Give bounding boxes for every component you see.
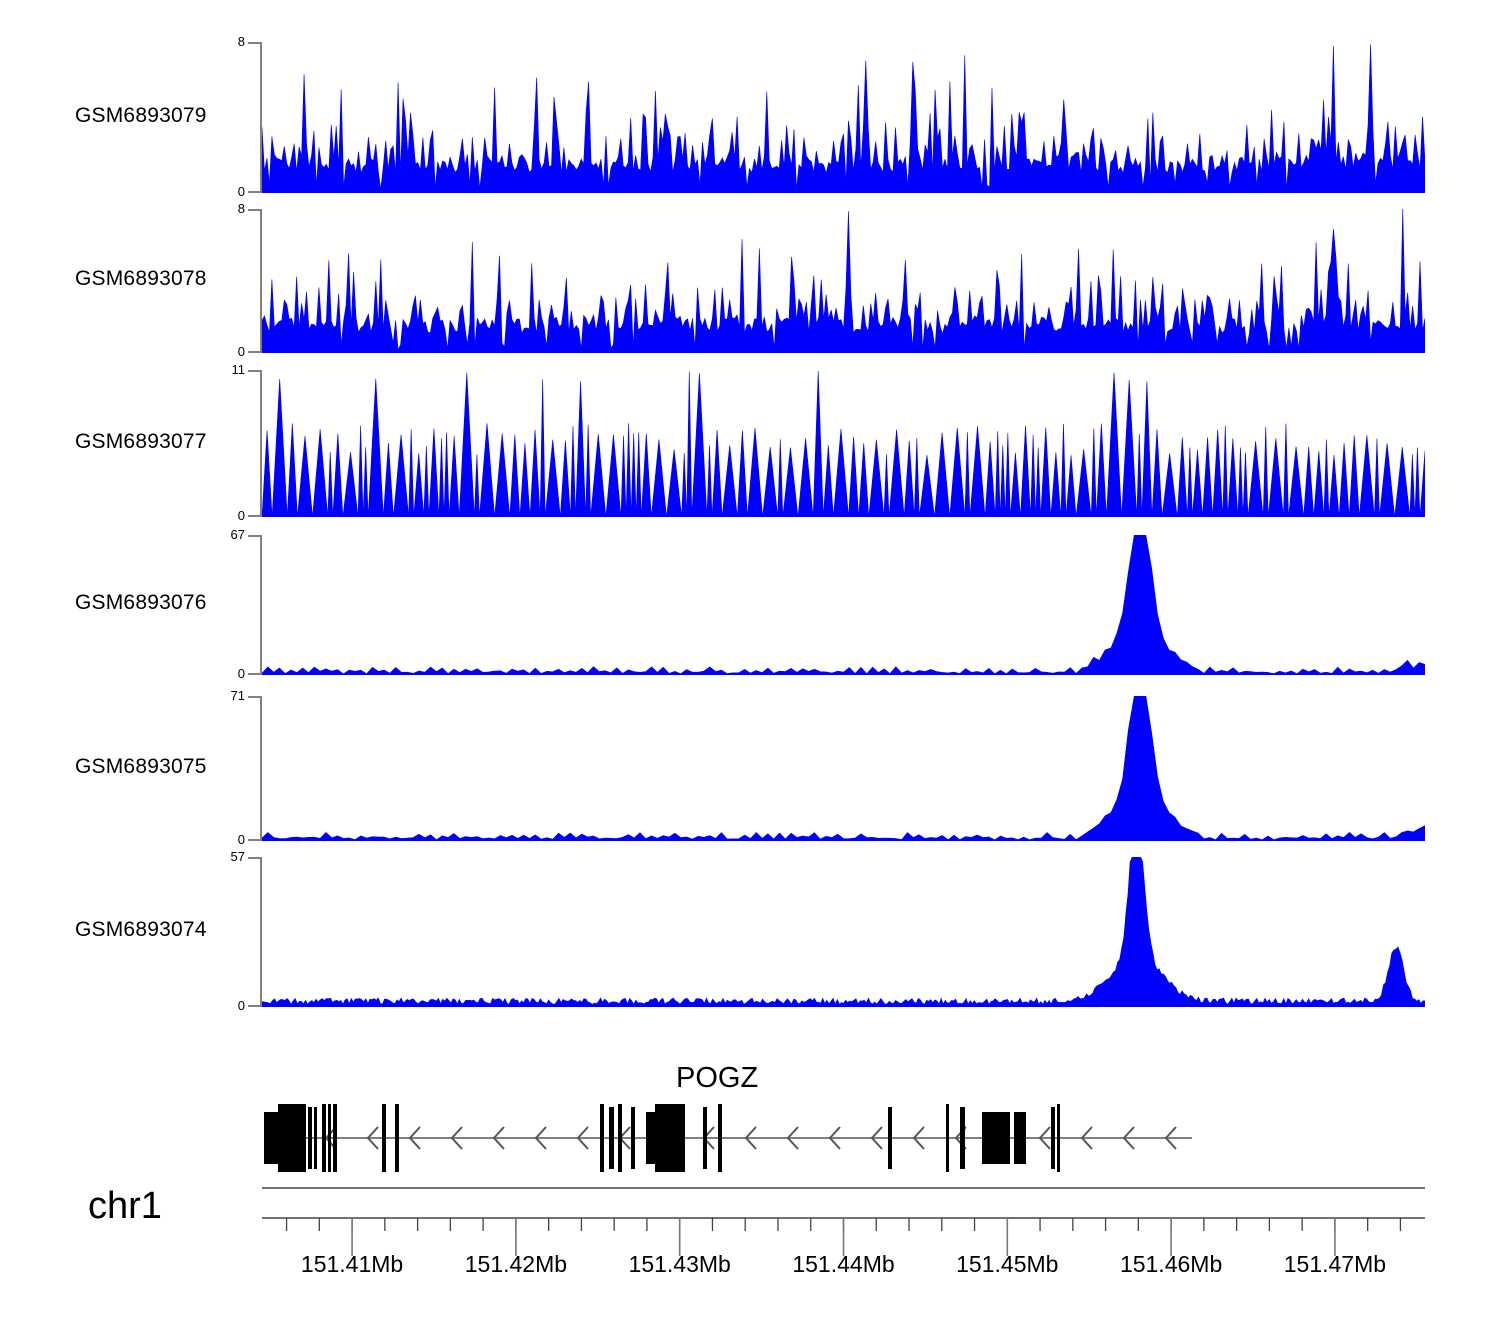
axis-tick-label: 151.44Mb [792, 1251, 894, 1277]
y-axis-top-tick [248, 42, 260, 44]
y-axis-spine [260, 370, 262, 517]
chromosome-label: chr1 [88, 1185, 162, 1227]
signal-track-gsm6893075[interactable]: GSM6893075 71 0 [0, 688, 1500, 847]
track-signal-plot[interactable] [262, 42, 1425, 193]
y-axis-bottom-tick [248, 1005, 260, 1007]
y-axis-spine [260, 696, 262, 841]
y-axis-min-label: 0 [237, 832, 245, 847]
track-signal-plot[interactable] [262, 370, 1425, 517]
y-axis-max-label: 11 [231, 362, 246, 377]
y-axis-max-label: 67 [230, 527, 245, 542]
track-label: GSM6893077 [75, 429, 207, 453]
signal-track-gsm6893076[interactable]: GSM6893076 67 0 [0, 527, 1500, 681]
y-axis-bottom-tick [248, 351, 260, 353]
track-label: GSM6893075 [75, 754, 207, 778]
gene-label-pogz: POGZ [676, 1062, 759, 1094]
y-axis-top-tick [248, 857, 260, 859]
y-axis-top-tick [248, 696, 260, 698]
signal-track-gsm6893074[interactable]: GSM6893074 57 0 [0, 849, 1500, 1013]
track-signal-plot[interactable] [262, 857, 1425, 1007]
y-axis-spine [260, 857, 262, 1007]
y-axis-max-label: 8 [237, 34, 245, 49]
genomic-coordinate-axis[interactable]: 151.41Mb 151.42Mb 151.43Mb 151.44Mb 151.45Mb… [262, 1186, 1425, 1296]
axis-tick-label: 151.41Mb [301, 1251, 403, 1277]
y-axis-min-label: 0 [237, 998, 245, 1013]
track-signal-plot[interactable] [262, 209, 1425, 353]
axis-tick-label: 151.43Mb [629, 1251, 731, 1277]
signal-track-gsm6893077[interactable]: GSM6893077 11 0 [0, 362, 1500, 523]
y-axis-bottom-tick [248, 515, 260, 517]
signal-track-gsm6893078[interactable]: GSM6893078 8 0 [0, 201, 1500, 359]
track-label: GSM6893079 [75, 103, 207, 127]
y-axis-spine [260, 535, 262, 675]
gene-model-track[interactable] [262, 1090, 1425, 1175]
y-axis-min-label: 0 [237, 666, 245, 681]
y-axis-top-tick [248, 209, 260, 211]
y-axis-max-label: 71 [230, 688, 245, 703]
track-label: GSM6893074 [75, 918, 207, 941]
y-axis-bottom-tick [248, 673, 260, 675]
y-axis-bottom-tick [248, 191, 260, 193]
axis-tick-label: 151.46Mb [1120, 1251, 1222, 1277]
y-axis-spine [260, 209, 262, 353]
track-label: GSM6893078 [75, 267, 207, 290]
y-axis-min-label: 0 [237, 508, 245, 523]
y-axis-min-label: 0 [237, 184, 245, 199]
signal-track-gsm6893079[interactable]: GSM6893079 8 0 [0, 34, 1500, 199]
track-label: GSM6893076 [75, 591, 207, 614]
y-axis-max-label: 57 [230, 849, 245, 864]
axis-tick-label: 151.42Mb [465, 1251, 567, 1277]
y-axis-min-label: 0 [237, 344, 245, 359]
y-axis-spine [260, 42, 262, 193]
axis-tick-label: 151.47Mb [1284, 1251, 1386, 1277]
y-axis-top-tick [248, 535, 260, 537]
track-signal-plot[interactable] [262, 535, 1425, 675]
track-signal-plot[interactable] [262, 696, 1425, 841]
y-axis-bottom-tick [248, 839, 260, 841]
y-axis-max-label: 8 [237, 201, 245, 216]
y-axis-top-tick [248, 370, 260, 372]
axis-tick-label: 151.45Mb [956, 1251, 1058, 1277]
